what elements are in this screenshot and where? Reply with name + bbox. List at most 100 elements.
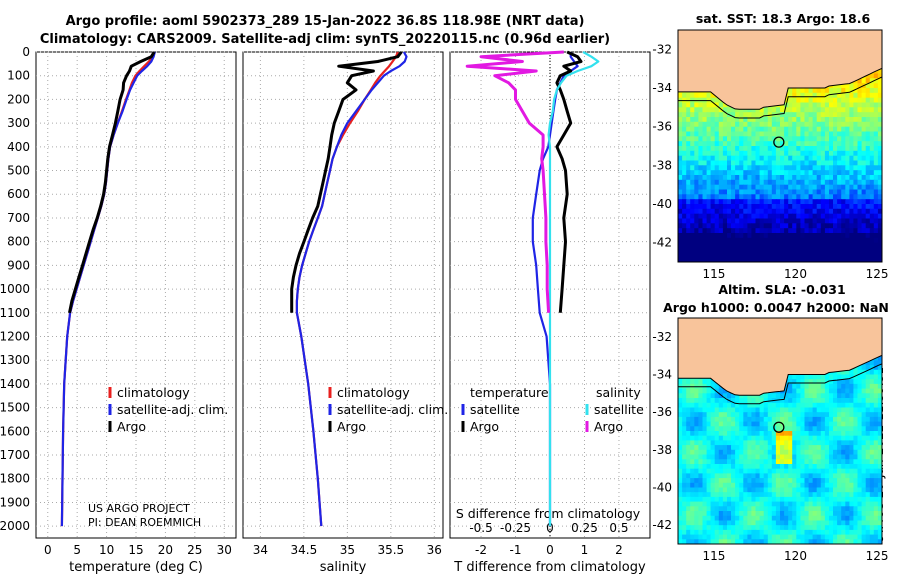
map-cell: [771, 529, 777, 536]
map-cell: [857, 416, 863, 423]
map-cell: [747, 117, 753, 123]
map-cell: [702, 242, 708, 249]
map-cell: [678, 117, 683, 123]
map-cell: [731, 160, 736, 166]
map-cell: [824, 412, 830, 418]
map-cell: [743, 454, 748, 460]
map-cell: [833, 131, 838, 137]
map-cell: [845, 204, 850, 210]
map-cell: [759, 126, 765, 133]
map-cell: [833, 150, 838, 157]
map-cell: [759, 393, 765, 399]
map-cell: [861, 539, 867, 544]
map-cell: [792, 529, 797, 536]
map-cell: [796, 189, 801, 195]
map-cell: [780, 252, 785, 258]
map-cell: [808, 501, 814, 507]
map-cell: [804, 492, 810, 498]
map-cell: [869, 257, 875, 262]
map-cell: [816, 449, 822, 456]
map-cell: [690, 379, 695, 385]
map-cell: [829, 237, 834, 244]
map-cell: [727, 204, 732, 210]
map-cell: [780, 482, 785, 489]
map-cell: [722, 496, 728, 503]
map-cell: [865, 445, 871, 451]
map-cell: [751, 112, 757, 118]
map-cell: [678, 184, 683, 191]
map-cell: [718, 459, 724, 465]
depth-tick-label: 1400: [0, 377, 30, 391]
map-cell: [698, 242, 704, 249]
map-cell: [767, 445, 773, 451]
map-cell: [747, 175, 753, 181]
map-cell: [682, 208, 687, 215]
map-cell: [682, 242, 687, 249]
map-cell: [771, 242, 777, 249]
map-cell: [727, 478, 732, 484]
map-cell: [743, 136, 748, 142]
map-cell: [690, 501, 695, 507]
map-cell: [775, 393, 781, 399]
map-cell: [767, 496, 773, 503]
map-cell: [743, 478, 748, 484]
map-cell: [824, 117, 830, 123]
x-tick-label: -2: [475, 543, 487, 557]
map-cell: [869, 208, 875, 215]
map-cell: [690, 529, 695, 536]
map-cell: [788, 165, 793, 171]
map-cell: [877, 107, 882, 113]
map-cell: [682, 92, 687, 99]
map-cell: [710, 454, 716, 460]
map-cell: [841, 257, 846, 262]
map-cell: [812, 155, 818, 162]
map-cell: [694, 92, 699, 99]
map-cell: [771, 412, 777, 418]
profile-panel-salinity: 34 34.5 35 35.5 36salinityclimatologysatelli…: [242, 51, 448, 575]
map-cell: [837, 117, 842, 123]
map-cell: [824, 515, 830, 522]
map-cell: [829, 102, 834, 108]
map-cell: [678, 496, 683, 503]
map-cell: [869, 179, 875, 186]
map-cell: [816, 228, 822, 234]
map-cell: [698, 379, 704, 385]
map-cell: [877, 525, 882, 531]
map-cell: [694, 426, 699, 432]
map-cell: [690, 449, 695, 456]
map-cell: [845, 482, 850, 489]
map-cell: [808, 487, 814, 493]
map-cell: [690, 208, 695, 215]
map-cell: [845, 440, 850, 446]
map-cell: [784, 426, 789, 432]
map-cell: [833, 501, 838, 507]
map-cell: [771, 440, 777, 446]
map-cell: [722, 511, 728, 517]
map-cell: [727, 189, 732, 195]
map-cell: [735, 213, 740, 220]
map-cell: [743, 199, 748, 205]
map-cell: [694, 102, 699, 108]
map-cell: [857, 398, 863, 404]
map-cell: [682, 150, 687, 157]
map-cell: [759, 431, 765, 437]
map-cell: [833, 170, 838, 176]
map-cell: [710, 97, 716, 104]
map-cell: [727, 247, 732, 253]
x-tick-label: -1: [510, 543, 522, 557]
map-cell: [775, 175, 781, 181]
map-cell: [686, 393, 691, 399]
map-cell: [792, 121, 797, 128]
map-cell: [739, 402, 744, 409]
map-cell: [735, 252, 740, 258]
map-cell: [788, 473, 793, 479]
map-cell: [796, 131, 801, 137]
map-cell: [775, 136, 781, 142]
map-cell: [788, 107, 793, 113]
map-cell: [857, 440, 863, 446]
map-cell: [686, 204, 691, 210]
map-cell: [837, 454, 842, 460]
map-cell: [788, 155, 793, 162]
map-cell: [788, 393, 793, 399]
map-cell: [833, 97, 838, 104]
